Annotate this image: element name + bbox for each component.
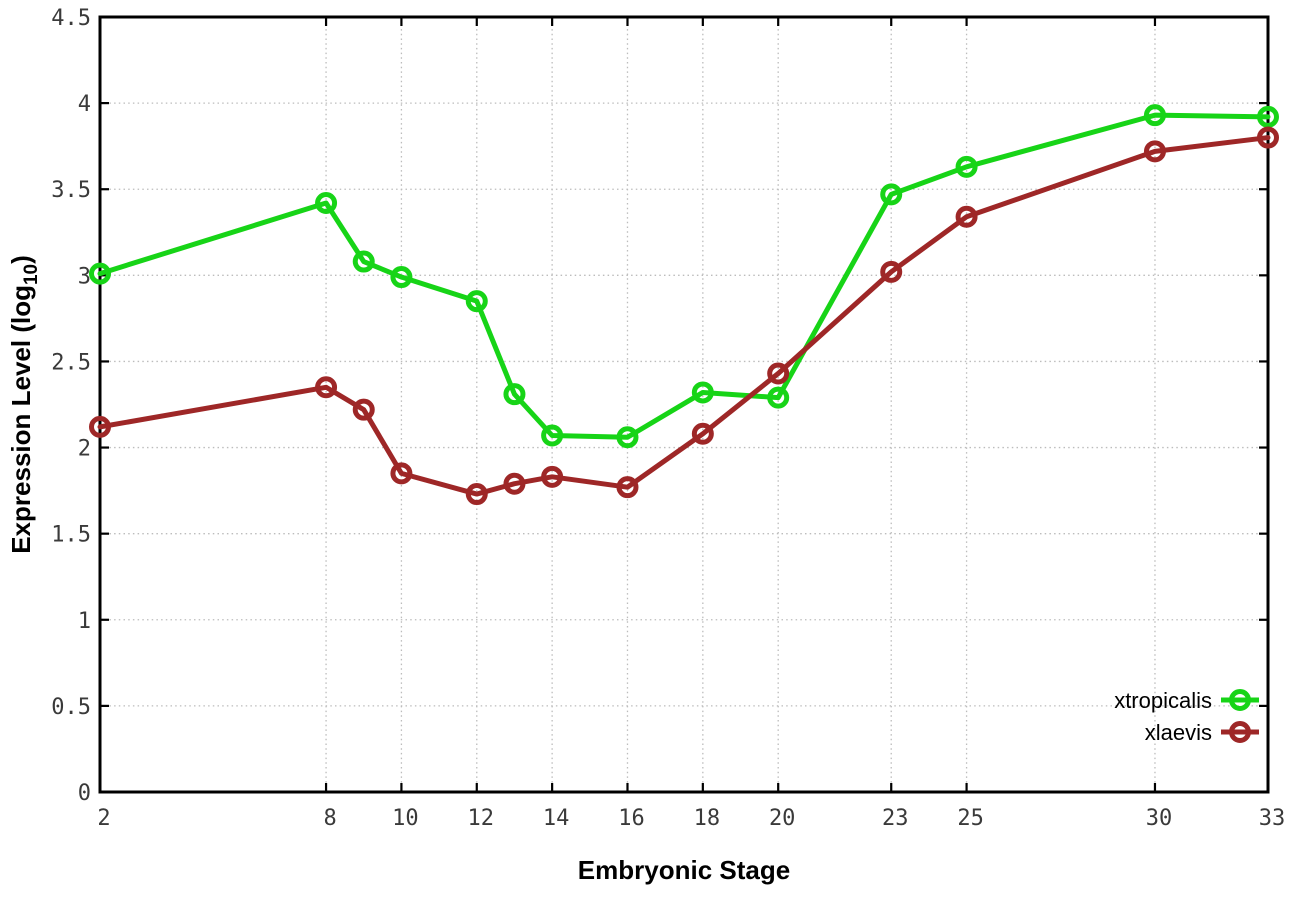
plot-border [98, 15, 1270, 794]
data-point-xtropicalis [390, 266, 413, 289]
x-tick-label: 25 [957, 806, 984, 831]
y-tick-label: 2.5 [51, 350, 91, 375]
y-tick-label: 0.5 [51, 695, 91, 720]
x-tick-label: 12 [468, 806, 495, 831]
tick-labels: 2 8 10 12 14 16 18 20 23 25 30 33 0 0.5 1 1.5 2 2.5 3 3.5 4 4… [51, 6, 1285, 831]
data-point-xlaevis [955, 205, 978, 228]
data-point-xlaevis [767, 362, 790, 385]
series-line-xlaevis [97, 135, 1271, 497]
legend-marker-xtropicalis [1229, 689, 1251, 711]
y-axis-title-end: ) [6, 255, 36, 264]
y-tick-label: 4.5 [51, 6, 91, 31]
data-point-xlaevis [315, 376, 338, 399]
data-point-xlaevis [541, 465, 564, 488]
x-tick-label: 23 [882, 806, 909, 831]
x-tick-label: 18 [694, 806, 721, 831]
x-tick-label: 2 [97, 806, 110, 831]
x-axis-title: Embryonic Stage [578, 855, 790, 885]
x-tick-label: 14 [543, 806, 570, 831]
series-xtropicalis [89, 104, 1279, 449]
x-tick-label: 33 [1259, 806, 1286, 831]
data-point-xtropicalis [880, 183, 903, 206]
x-tick-label: 20 [769, 806, 796, 831]
legend-entry-xlaevis: xlaevis [1145, 720, 1259, 745]
y-tick-label: 1 [78, 609, 91, 634]
x-tick-label: 10 [392, 806, 419, 831]
data-point-xtropicalis [1257, 105, 1279, 128]
legend-marker-xlaevis [1229, 721, 1251, 743]
data-point-xtropicalis [1143, 104, 1166, 127]
y-axis-title-subscript: 10 [21, 264, 42, 285]
data-point-xlaevis [503, 472, 526, 495]
y-axis-title: Expression Level (log10) [6, 255, 42, 554]
series-xlaevis [89, 126, 1279, 506]
data-point-xtropicalis [315, 192, 338, 214]
data-point-xlaevis [89, 415, 111, 438]
data-point-xlaevis [691, 422, 714, 445]
data-point-xlaevis [352, 398, 375, 421]
data-point-xtropicalis [955, 155, 978, 178]
legend-label-xlaevis: xlaevis [1145, 720, 1212, 745]
legend: xtropicalis xlaevis [1114, 688, 1259, 745]
y-tick-label: 0 [78, 781, 91, 806]
y-tick-label: 4 [78, 92, 91, 117]
data-point-xtropicalis [767, 386, 790, 409]
data-point-xlaevis [465, 483, 488, 506]
legend-label-xtropicalis: xtropicalis [1114, 688, 1212, 713]
data-point-xtropicalis [352, 250, 375, 273]
y-tick-label: 1.5 [51, 523, 91, 548]
x-tick-label: 30 [1146, 806, 1173, 831]
data-point-xtropicalis [89, 262, 111, 285]
y-tick-label: 3 [78, 264, 91, 289]
data-point-xtropicalis [503, 383, 526, 406]
data-point-xlaevis [390, 462, 413, 485]
x-tick-label: 8 [323, 806, 336, 831]
data-point-xlaevis [880, 260, 903, 283]
data-point-xtropicalis [465, 290, 488, 313]
series-line-xtropicalis [97, 112, 1271, 440]
x-tick-label: 16 [618, 806, 645, 831]
y-tick-label: 2 [78, 437, 91, 462]
y-tick-label: 3.5 [51, 178, 91, 203]
data-point-xlaevis [1257, 126, 1279, 149]
data-point-xtropicalis [541, 424, 564, 447]
data-point-xtropicalis [691, 381, 714, 404]
data-point-xtropicalis [616, 426, 639, 449]
data-point-xlaevis [616, 476, 639, 499]
legend-entry-xtropicalis: xtropicalis [1114, 688, 1259, 713]
data-point-xlaevis [1143, 140, 1166, 163]
y-axis-title-main: Expression Level (log [6, 285, 36, 554]
